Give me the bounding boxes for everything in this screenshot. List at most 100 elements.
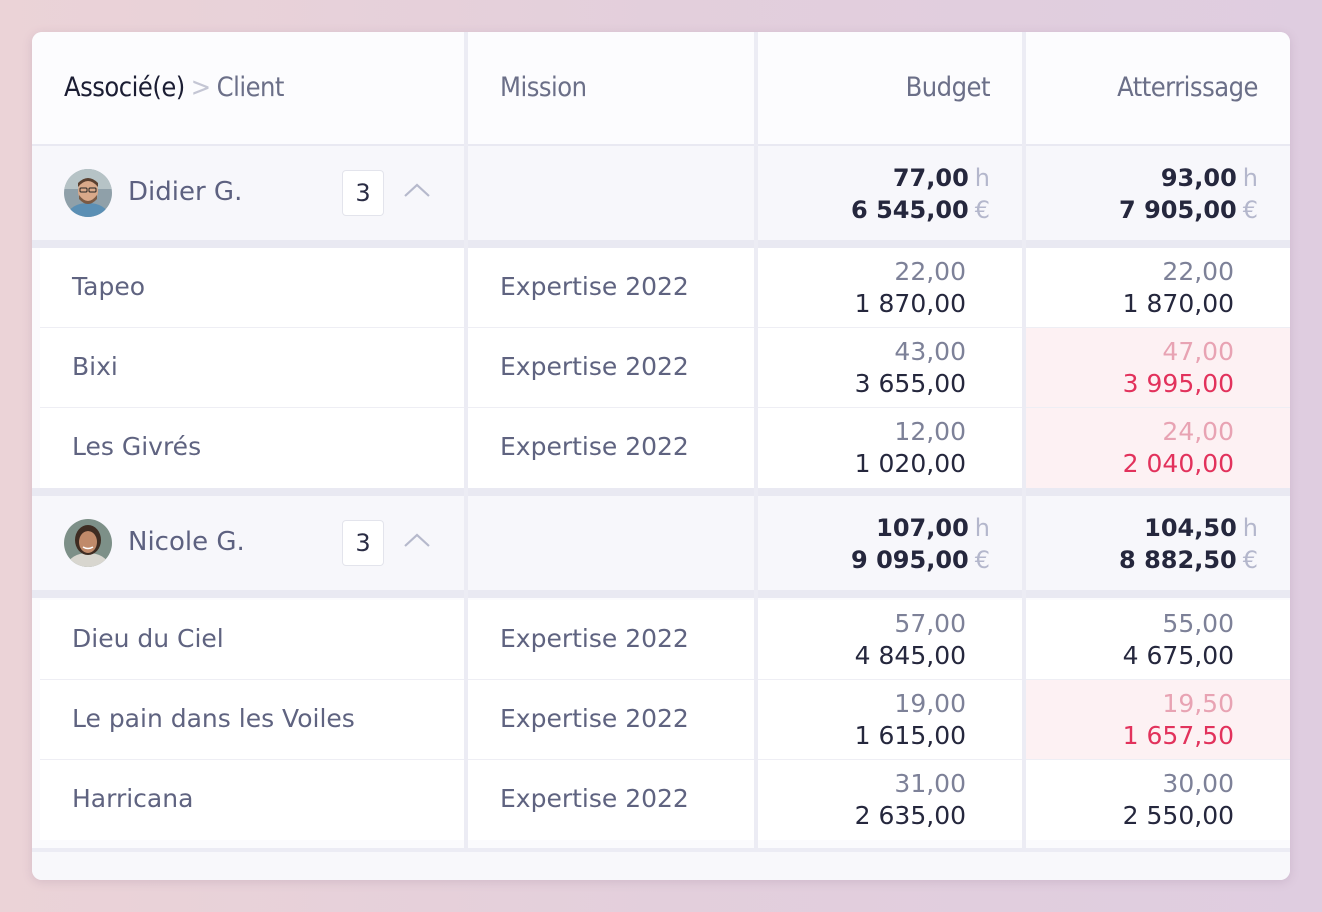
divider [32,144,1290,146]
mission-name: Expertise 2022 [500,784,689,813]
budget-hours: 57,00 [894,609,966,638]
hours-unit: h [1242,164,1258,192]
group-budget-hours: 77,00 [892,164,969,192]
table-row[interactable]: Le pain dans les Voiles Expertise 2022 1… [32,680,1290,760]
group-name: Didier G. [128,177,243,207]
avatar [64,519,112,567]
budget-values: 57,00 4 845,00 [855,608,966,672]
table-row[interactable]: Les Givrés Expertise 2022 12,00 1 020,00 … [32,408,1290,488]
group-landing-hours: 93,00 [1160,164,1237,192]
landing-euros: 4 675,00 [1122,641,1234,670]
mission-cell: Expertise 2022 [468,248,754,328]
mission-cell: Expertise 2022 [468,328,754,408]
budget-hours: 19,00 [894,689,966,718]
mission-name: Expertise 2022 [500,704,689,733]
budget-values: 22,00 1 870,00 [855,256,966,320]
budget-hours: 22,00 [894,257,966,286]
budget-hours: 43,00 [894,337,966,366]
client-cell: Le pain dans les Voiles [40,680,464,760]
count-badge: 3 [342,520,384,566]
budget-cell: 19,00 1 615,00 [758,680,1022,760]
mission-name: Expertise 2022 [500,352,689,381]
landing-euros: 2 550,00 [1122,801,1234,830]
column-divider [754,32,758,848]
group-mission-cell [468,496,754,590]
landing-hours: 19,50 [1162,689,1234,718]
budget-euros: 4 845,00 [854,641,966,670]
budget-cell: 31,00 2 635,00 [758,760,1022,840]
landing-hours: 24,00 [1162,417,1234,446]
budget-values: 43,00 3 655,00 [855,336,966,400]
group-budget-euros: 9 095,00 [851,546,969,574]
header-landing-label: Atterrissage [1117,72,1258,103]
budget-values: 31,00 2 635,00 [855,768,966,832]
table-row[interactable]: Harricana Expertise 2022 31,00 2 635,00 3… [32,760,1290,840]
header-cell-assoc-client[interactable]: Associé(e) > Client [32,32,464,144]
budget-table: Associé(e) > Client Mission Budget Atterri… [32,32,1290,880]
group-person-cell: Nicole G. 3 [32,496,464,590]
group-landing-cell: 93,00 h 7 905,00 € [1026,146,1290,240]
budget-euros: 2 635,00 [854,801,966,830]
budget-euros: 3 655,00 [854,369,966,398]
landing-cell: 55,00 4 675,00 [1026,600,1290,680]
column-divider [464,32,468,848]
table-header: Associé(e) > Client Mission Budget Atterri… [32,32,1290,144]
landing-euros: 1 870,00 [1122,289,1234,318]
group-budget-values: 107,00 h 9 095,00 € [851,512,990,576]
budget-euros: 1 870,00 [854,289,966,318]
client-name: Bixi [72,352,118,381]
table-row[interactable]: Dieu du Ciel Expertise 2022 57,00 4 845,0… [32,600,1290,680]
group-landing-values: 93,00 h 7 905,00 € [1119,162,1258,226]
client-cell: Bixi [40,328,464,408]
group-name: Nicole G. [128,527,245,557]
client-name: Le pain dans les Voiles [72,704,355,733]
budget-cell: 12,00 1 020,00 [758,408,1022,488]
euro-unit: € [1242,196,1258,224]
group-landing-cell: 104,50 h 8 882,50 € [1026,496,1290,590]
budget-values: 19,00 1 615,00 [855,688,966,752]
group-landing-euros: 8 882,50 [1119,546,1237,574]
group-row-nicole[interactable]: Nicole G. 3 107,00 h 9 095,00 € 104,50 h 8 … [32,496,1290,590]
header-mission-label: Mission [500,72,587,103]
header-cell-landing[interactable]: Atterrissage [1026,32,1290,144]
landing-hours: 55,00 [1162,609,1234,638]
client-name: Tapeo [72,272,145,301]
chevron-up-icon[interactable] [402,180,432,200]
table-row[interactable]: Bixi Expertise 2022 43,00 3 655,00 47,00 3… [32,328,1290,408]
mission-name: Expertise 2022 [500,432,689,461]
euro-unit: € [974,546,990,574]
row-divider [40,407,1290,408]
count-badge: 3 [342,170,384,216]
landing-values: 47,00 3 995,00 [1123,336,1234,400]
landing-hours: 30,00 [1162,769,1234,798]
column-divider [1022,32,1026,848]
budget-cell: 57,00 4 845,00 [758,600,1022,680]
landing-cell-over-budget: 47,00 3 995,00 [1026,328,1290,408]
landing-cell: 22,00 1 870,00 [1026,248,1290,328]
budget-cell: 43,00 3 655,00 [758,328,1022,408]
hours-unit: h [974,514,990,542]
divider [32,488,1290,496]
row-divider [40,759,1290,760]
euro-unit: € [974,196,990,224]
table-footer [32,848,1290,880]
budget-euros: 1 615,00 [854,721,966,750]
budget-euros: 1 020,00 [854,449,966,478]
hours-unit: h [974,164,990,192]
group-landing-euros: 7 905,00 [1119,196,1237,224]
client-cell: Les Givrés [40,408,464,488]
group-person-cell: Didier G. 3 [32,146,464,240]
budget-cell: 22,00 1 870,00 [758,248,1022,328]
mission-cell: Expertise 2022 [468,760,754,840]
client-cell: Tapeo [40,248,464,328]
client-cell: Dieu du Ciel [40,600,464,680]
chevron-up-icon[interactable] [402,530,432,550]
landing-cell: 30,00 2 550,00 [1026,760,1290,840]
header-cell-budget[interactable]: Budget [758,32,1022,144]
group-budget-euros: 6 545,00 [851,196,969,224]
group-row-didier[interactable]: Didier G. 3 77,00 h 6 545,00 € 93,00 h 7 90… [32,146,1290,240]
mission-name: Expertise 2022 [500,272,689,301]
table-row[interactable]: Tapeo Expertise 2022 22,00 1 870,00 22,00… [32,248,1290,328]
header-assoc-label: Associé(e) [64,72,185,103]
header-cell-mission[interactable]: Mission [468,32,754,144]
